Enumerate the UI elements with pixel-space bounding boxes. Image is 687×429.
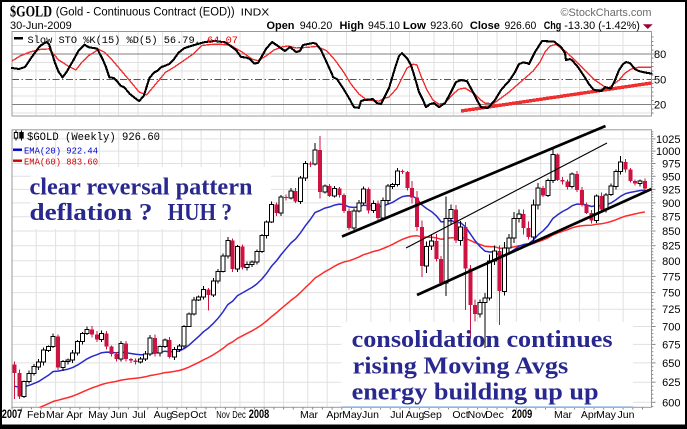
svg-text:May: May: [596, 409, 617, 421]
svg-text:Jun: Jun: [618, 409, 635, 421]
svg-text:Low: Low: [403, 20, 426, 32]
svg-text:Mar: Mar: [300, 409, 319, 421]
svg-text:rising Moving Avgs: rising Moving Avgs: [353, 354, 569, 380]
svg-text:-13.30 (-1.42%): -13.30 (-1.42%): [564, 20, 640, 32]
svg-text:Dec: Dec: [232, 409, 246, 421]
svg-text:1000: 1000: [656, 146, 680, 158]
svg-text:1025: 1025: [656, 134, 680, 146]
svg-text:$GOLD: $GOLD: [10, 4, 52, 21]
svg-text:Chg: Chg: [544, 20, 562, 32]
svg-text:Jun: Jun: [362, 409, 379, 421]
svg-text:Open: Open: [267, 20, 295, 32]
svg-text:Apr: Apr: [581, 409, 598, 421]
svg-text:(Gold - Continuous Contract (E: (Gold - Continuous Contract (EOD)): [56, 7, 235, 19]
svg-text:EMA(60) 883.60: EMA(60) 883.60: [24, 157, 98, 168]
svg-text:Dec: Dec: [485, 409, 504, 421]
svg-text:875: 875: [662, 212, 680, 224]
svg-text:Sep: Sep: [171, 409, 190, 421]
svg-text:20: 20: [654, 100, 666, 112]
svg-text:2007: 2007: [2, 409, 23, 421]
svg-text:Mar: Mar: [46, 409, 65, 421]
svg-text:Jul: Jul: [390, 409, 403, 421]
svg-text:775: 775: [662, 271, 680, 283]
svg-text:Aug: Aug: [154, 409, 173, 421]
svg-text:675: 675: [662, 339, 680, 351]
svg-text:2008: 2008: [249, 409, 270, 421]
svg-text:energy building up up: energy building up up: [352, 380, 599, 406]
svg-text:940.20: 940.20: [300, 20, 333, 32]
svg-text:2009: 2009: [512, 409, 533, 421]
svg-text:$GOLD (Weekly) 926.60: $GOLD (Weekly) 926.60: [27, 132, 160, 144]
svg-text:Nov: Nov: [468, 409, 487, 421]
svg-text:926.60: 926.60: [505, 20, 537, 32]
svg-text:825: 825: [662, 241, 680, 253]
svg-text:HUH ?: HUH ?: [168, 200, 232, 226]
svg-text:800: 800: [662, 256, 680, 268]
svg-text:925: 925: [662, 184, 680, 196]
svg-text:High: High: [340, 20, 365, 32]
svg-text:Close: Close: [470, 20, 500, 32]
svg-text:625: 625: [662, 377, 680, 389]
svg-text:945.10: 945.10: [368, 20, 400, 32]
svg-text:Feb: Feb: [27, 409, 45, 421]
svg-text:Slow STO %K(15) %D(5) 56.79, 6: Slow STO %K(15) %D(5) 56.79, 64.07: [28, 35, 239, 47]
svg-text:Sep: Sep: [423, 409, 442, 421]
svg-text:30-Jun-2009: 30-Jun-2009: [10, 20, 72, 32]
svg-text:Aug: Aug: [406, 409, 425, 421]
svg-text:Jun: Jun: [111, 409, 128, 421]
svg-text:Oct: Oct: [452, 409, 468, 421]
svg-text:750: 750: [662, 288, 680, 300]
svg-text:80: 80: [654, 49, 666, 61]
svg-text:Jul: Jul: [132, 409, 145, 421]
svg-text:50: 50: [654, 74, 666, 86]
svg-text:Apr: Apr: [326, 409, 343, 421]
svg-text:May: May: [342, 409, 363, 421]
svg-text:700: 700: [662, 322, 680, 334]
svg-text:975: 975: [662, 159, 680, 171]
svg-text:850: 850: [662, 226, 680, 238]
svg-text:650: 650: [662, 358, 680, 370]
svg-text:INDX: INDX: [241, 8, 270, 19]
svg-text:Apr: Apr: [66, 409, 83, 421]
svg-text:Mar: Mar: [554, 409, 573, 421]
svg-text:950: 950: [662, 171, 680, 183]
svg-text:600: 600: [662, 397, 680, 409]
svg-text:consolidation continues: consolidation continues: [352, 327, 613, 353]
svg-text:EMA(20) 922.44: EMA(20) 922.44: [24, 146, 98, 157]
svg-text:923.60: 923.60: [430, 20, 463, 32]
svg-text:725: 725: [662, 304, 680, 316]
svg-text:deflation ?: deflation ?: [30, 200, 153, 226]
svg-text:Oct: Oct: [190, 409, 206, 421]
svg-text:Nov: Nov: [216, 409, 230, 421]
svg-text:clear reversal pattern: clear reversal pattern: [30, 175, 253, 201]
svg-text:May: May: [88, 409, 109, 421]
svg-text:900: 900: [662, 198, 680, 210]
svg-text:©StockCharts.com: ©StockCharts.com: [561, 7, 652, 19]
